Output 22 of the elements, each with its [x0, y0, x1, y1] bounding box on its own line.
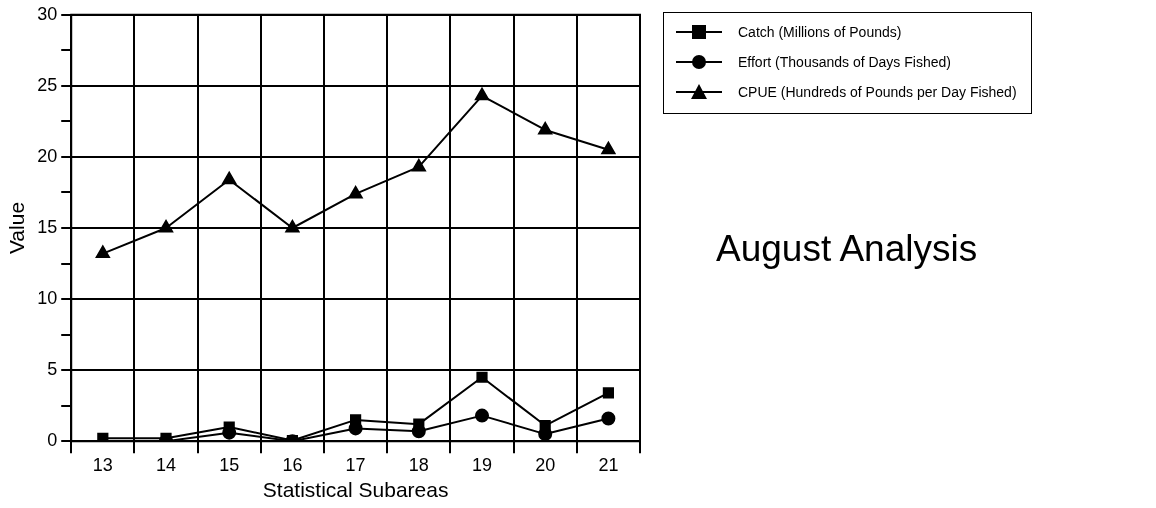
- legend-label: CPUE (Hundreds of Pounds per Day Fished): [738, 84, 1017, 100]
- x-tick-label: 18: [408, 454, 429, 475]
- x-axis-title: Statistical Subareas: [262, 478, 449, 502]
- legend-label: Effort (Thousands of Days Fished): [738, 54, 951, 70]
- y-tick-label: 30: [37, 3, 58, 24]
- x-tick-label: 17: [345, 454, 366, 475]
- y-tick-label: 10: [37, 288, 58, 309]
- x-tick-label: 21: [598, 454, 619, 475]
- y-tick-label: 25: [37, 74, 58, 95]
- legend-label: Catch (Millions of Pounds): [738, 24, 902, 40]
- y-tick-label: 20: [37, 145, 58, 166]
- text: August Analysis: [716, 228, 978, 270]
- y-tick-label: 0: [47, 430, 58, 451]
- x-tick-label: 13: [92, 454, 113, 475]
- x-tick-label: 14: [156, 454, 177, 475]
- y-axis-title: Value: [5, 201, 29, 255]
- x-tick-label: 15: [219, 454, 240, 475]
- y-tick-label: 5: [47, 359, 58, 380]
- x-tick-label: 16: [282, 454, 303, 475]
- x-tick-label: 20: [535, 454, 556, 475]
- x-tick-label: 19: [471, 454, 493, 475]
- y-tick-label: 15: [37, 216, 58, 237]
